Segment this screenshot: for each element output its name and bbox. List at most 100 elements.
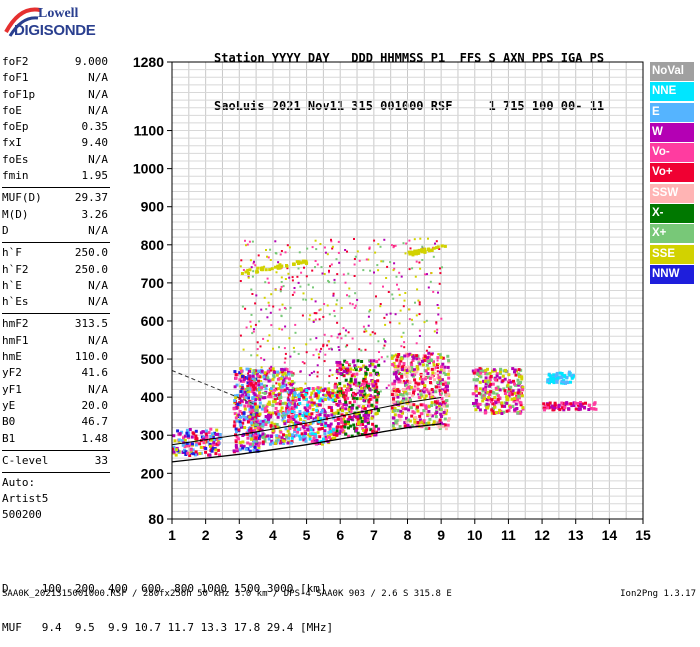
echo-point (510, 392, 514, 396)
param-value: 110.0 (74, 350, 108, 364)
echo-point (188, 428, 192, 431)
echo-point (286, 441, 290, 445)
echo-point (391, 354, 393, 357)
echo-point (419, 393, 423, 397)
echo-point (430, 388, 434, 391)
echo-point (565, 375, 569, 379)
echo-point (303, 362, 306, 365)
echo-point (433, 402, 437, 406)
echo-point (333, 394, 336, 398)
echo-point (552, 406, 556, 410)
echo-point (275, 382, 278, 385)
echo-point (332, 414, 336, 418)
echo-point (248, 407, 252, 411)
echo-point (435, 322, 438, 325)
echo-point (248, 409, 252, 413)
echo-point (193, 453, 197, 457)
echo-point (505, 409, 509, 413)
echo-trace-point (256, 266, 260, 270)
echo-point (305, 298, 307, 301)
param-row-he: h`E N/A (2, 279, 110, 295)
echo-point (257, 369, 261, 373)
echo-point (407, 365, 411, 369)
echo-point (310, 439, 314, 443)
echo-point (478, 408, 482, 412)
echo-point (365, 394, 369, 398)
echo-point (492, 411, 496, 415)
echo-point (330, 432, 334, 435)
echo-point (235, 383, 239, 387)
echo-point (436, 331, 438, 334)
echo-point (316, 431, 320, 435)
echo-point (243, 376, 247, 379)
echo-point (394, 370, 398, 374)
echo-point (347, 426, 350, 430)
echo-point (344, 368, 348, 372)
echo-point (375, 411, 379, 415)
echo-point (427, 286, 430, 289)
echo-point (253, 395, 256, 398)
echo-point (418, 301, 421, 304)
echo-point (273, 398, 277, 402)
echo-point (447, 381, 450, 385)
echo-point (246, 384, 250, 388)
echo-point (185, 428, 189, 432)
echo-point (256, 341, 259, 344)
echo-point (371, 331, 374, 334)
echo-point (426, 273, 428, 276)
echo-point (333, 278, 336, 281)
echo-point (251, 275, 254, 278)
echo-point (415, 385, 419, 389)
param-value: 3.26 (81, 207, 109, 221)
echo-point (318, 356, 321, 359)
echo-point (274, 441, 278, 445)
echo-point (360, 433, 364, 437)
echo-point (472, 371, 476, 375)
echo-point (354, 429, 358, 433)
echo-point (239, 415, 243, 419)
echo-point (437, 404, 441, 408)
echo-point (290, 389, 294, 392)
echo-point (292, 410, 296, 414)
echo-point (282, 368, 286, 372)
echo-point (315, 439, 319, 442)
echo-point (367, 315, 370, 318)
echo-point (337, 251, 340, 254)
auto-label: Auto: (2, 476, 36, 490)
echo-trace-point (295, 260, 299, 264)
echo-point (251, 371, 255, 375)
echo-point (405, 242, 408, 245)
echo-point (423, 355, 427, 359)
echo-point (505, 398, 509, 402)
echo-trace-point (408, 252, 412, 256)
param-value: 0.35 (81, 120, 109, 134)
echo-point (407, 308, 410, 311)
echo-point (287, 390, 291, 394)
y-tick-label: 80 (148, 511, 164, 527)
echo-point (279, 389, 283, 392)
echo-point (283, 401, 287, 405)
echo-point (209, 438, 213, 442)
echo-point (478, 387, 482, 391)
echo-point (392, 297, 395, 300)
echo-point (252, 262, 255, 265)
echo-point (283, 438, 287, 441)
echo-point (309, 338, 312, 341)
echo-point (336, 364, 340, 367)
echo-point (415, 260, 418, 263)
echo-point (362, 377, 366, 381)
echo-point (246, 447, 250, 451)
echo-point (311, 432, 315, 436)
echo-point (261, 435, 265, 439)
echo-point (484, 379, 487, 383)
echo-point (509, 405, 512, 409)
echo-point (412, 389, 416, 393)
echo-point (447, 369, 451, 373)
echo-trace-point (305, 261, 309, 265)
param-label: MUF(D) (2, 191, 42, 205)
echo-point (438, 402, 442, 406)
echo-point (421, 363, 425, 367)
echo-point (323, 398, 327, 401)
echo-point (413, 378, 417, 382)
echo-point (267, 417, 270, 421)
